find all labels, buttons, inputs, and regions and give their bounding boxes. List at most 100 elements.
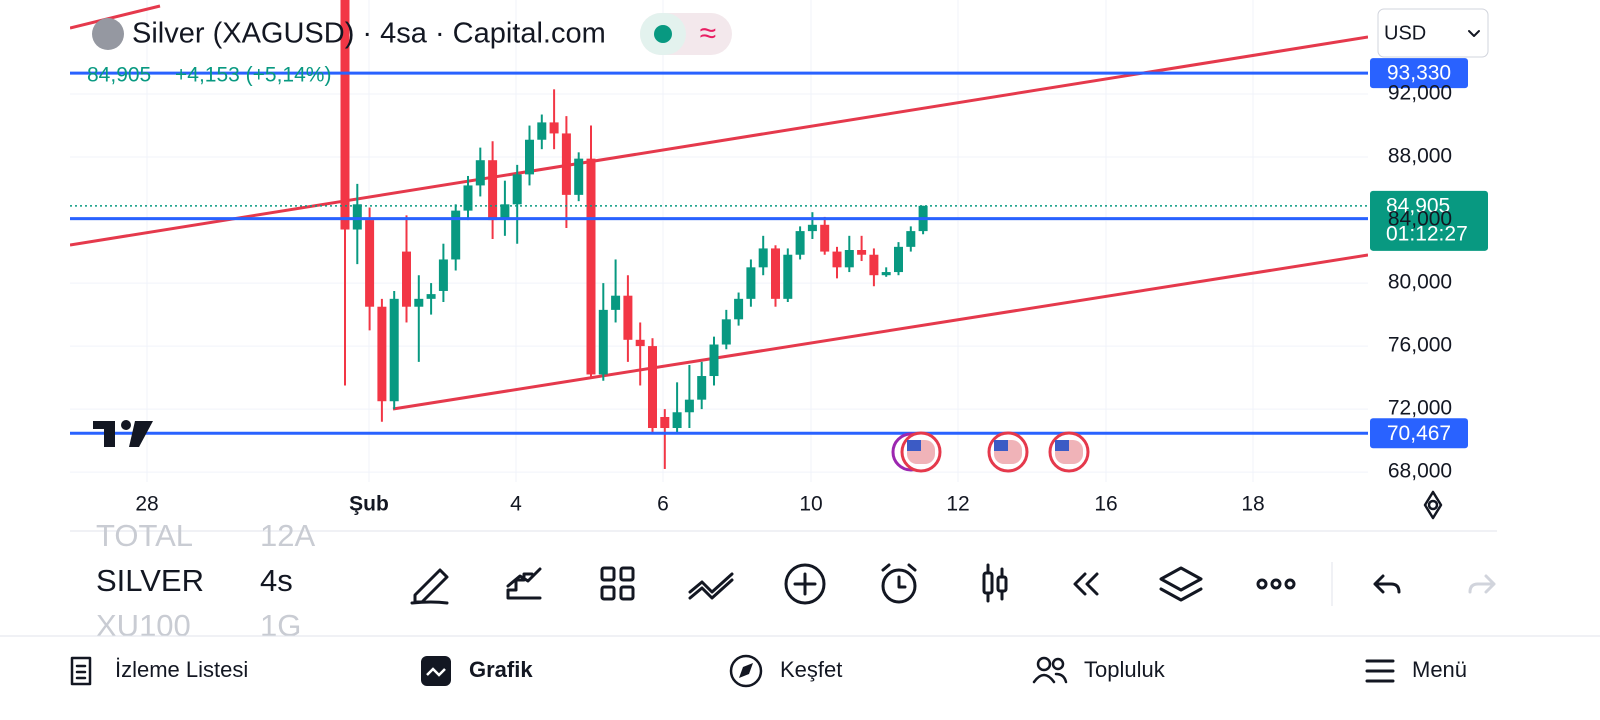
candle-body: [463, 185, 473, 211]
candle-body: [623, 295, 633, 340]
undo[interactable]: [1373, 574, 1401, 594]
nav-item[interactable]: Topluluk: [1084, 657, 1166, 682]
alert-tool[interactable]: [881, 563, 917, 604]
watchlist-interval[interactable]: 12A: [260, 518, 315, 553]
candle-body: [598, 309, 608, 375]
candle-body: [684, 399, 694, 413]
candle-body: [365, 220, 375, 307]
candle-body: [783, 254, 793, 299]
candle-body: [561, 133, 571, 195]
candle-body: [881, 272, 891, 276]
chart-icon-line: [426, 667, 446, 677]
candle-body: [537, 122, 547, 140]
candle-body: [660, 416, 670, 429]
candle-body: [906, 231, 916, 247]
bar-style-tool[interactable]: [982, 563, 1008, 603]
add-tool[interactable]: [784, 563, 826, 605]
x-tick-label: 12: [946, 493, 969, 516]
candle-body: [525, 139, 534, 175]
candle-body: [475, 160, 485, 186]
y-tick-label: 84,000: [1388, 208, 1452, 231]
y-tick-label: 88,000: [1388, 145, 1452, 168]
settings-icon[interactable]: [1423, 490, 1443, 520]
candle-body: [635, 339, 645, 347]
candle-body: [340, 0, 350, 230]
draw-tool[interactable]: [410, 568, 449, 605]
candle-body: [611, 295, 621, 310]
candle-body: [697, 376, 707, 400]
redo[interactable]: [1468, 574, 1496, 594]
candle-body: [807, 224, 817, 232]
candle-body: [672, 412, 682, 429]
candle-body: [771, 248, 780, 299]
watchlist-interval[interactable]: 1G: [260, 608, 301, 643]
trend-line: [70, 4, 161, 30]
market-open-dot: [654, 25, 672, 43]
nav-item[interactable]: Grafik: [469, 657, 533, 682]
price-label-box: [1370, 58, 1468, 89]
price-label-box: [1370, 418, 1468, 449]
nav-item[interactable]: Menü: [1412, 657, 1467, 682]
candle-body: [709, 344, 719, 377]
x-tick-label: 4: [510, 493, 522, 516]
candle-body: [438, 259, 448, 291]
candle-body: [549, 122, 559, 134]
x-tick-label: 16: [1094, 493, 1117, 516]
candles: [340, 0, 928, 469]
community-icon: [1032, 656, 1068, 684]
candle-body: [857, 250, 867, 255]
candle-body: [352, 204, 362, 230]
indicators-tool[interactable]: [506, 567, 542, 600]
candle-body: [574, 158, 584, 195]
currency: USD: [1384, 22, 1426, 44]
layouts-tool[interactable]: [600, 566, 635, 601]
candle-body: [377, 306, 387, 402]
candle-body: [500, 204, 510, 221]
x-tick-label: Şub: [349, 493, 389, 516]
trend-line: [392, 253, 1368, 411]
currency-select[interactable]: [1377, 8, 1489, 58]
candle-body: [832, 251, 842, 268]
watchlist-symbol[interactable]: SILVER: [96, 563, 204, 598]
nav-item[interactable]: Keşfet: [780, 657, 842, 682]
candle-body: [451, 210, 461, 260]
y-tick-label: 80,000: [1388, 271, 1452, 294]
nav-item[interactable]: İzleme Listesi: [115, 657, 248, 682]
x-tick-label: 18: [1241, 493, 1264, 516]
candle-body: [389, 298, 399, 402]
watchlist-symbol[interactable]: TOTAL: [96, 518, 193, 553]
compare-tool[interactable]: [688, 572, 734, 600]
chevron: [1468, 30, 1480, 37]
x-tick-label: 6: [657, 493, 669, 516]
watchlist-symbol[interactable]: XU100: [96, 608, 191, 643]
candle-body: [795, 231, 805, 255]
bottom-nav: İzleme Listesi Grafik Keşfet Topluluk Me…: [70, 654, 1467, 688]
toolbar: [410, 562, 1496, 606]
candle-body: [746, 267, 756, 299]
watchlist-interval[interactable]: 4s: [260, 563, 293, 598]
layers-tool[interactable]: [1159, 566, 1203, 602]
watchlist: TOTAL 12A SILVER 4s XU100 1G: [96, 518, 315, 643]
candle-body: [414, 298, 424, 307]
candle-body: [820, 224, 830, 252]
symbol-title[interactable]: Silver (XAGUSD) · 4sa · Capital.com: [132, 18, 606, 50]
candle-body: [648, 346, 657, 429]
price-label: 93,330: [1387, 62, 1451, 85]
more-tool[interactable]: [1256, 578, 1296, 590]
replay-tool[interactable]: [1073, 572, 1099, 596]
countdown: 01:12:27: [1386, 222, 1468, 245]
last-price-label: 84,905: [1386, 194, 1450, 217]
x-tick-label: 10: [799, 493, 822, 516]
tv-logo: [93, 420, 153, 447]
y-tick-label: 76,000: [1388, 334, 1452, 357]
explore-icon: [729, 654, 763, 688]
explore-needle: [739, 663, 753, 678]
event-flags[interactable]: [891, 431, 1090, 473]
candle-body: [844, 250, 854, 268]
candle-body: [894, 246, 903, 273]
y-tick-label: 68,000: [1388, 460, 1452, 483]
y-tick-label: 92,000: [1388, 82, 1452, 105]
last-price: 84,905: [87, 64, 151, 87]
